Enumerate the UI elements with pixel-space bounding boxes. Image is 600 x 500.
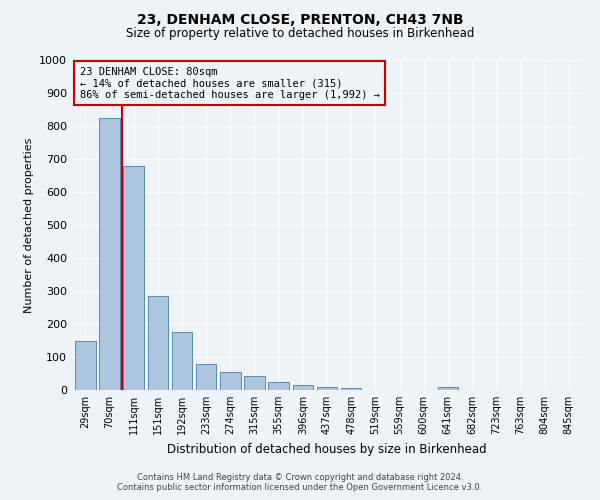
Bar (293, 385, 313, 390)
Bar (148, 296, 168, 390)
Bar (196, 364, 217, 390)
Bar (220, 372, 241, 390)
Bar (341, 388, 361, 390)
Text: 23, DENHAM CLOSE, PRENTON, CH43 7NB: 23, DENHAM CLOSE, PRENTON, CH43 7NB (137, 12, 463, 26)
Bar (268, 382, 289, 390)
Bar (172, 332, 192, 390)
Bar (317, 386, 337, 390)
X-axis label: Distribution of detached houses by size in Birkenhead: Distribution of detached houses by size … (167, 442, 487, 456)
Bar (75, 340, 95, 390)
Bar (437, 386, 458, 390)
Bar (244, 376, 265, 390)
Bar (124, 166, 144, 390)
Y-axis label: Number of detached properties: Number of detached properties (23, 138, 34, 312)
Bar (99, 118, 120, 390)
Text: Size of property relative to detached houses in Birkenhead: Size of property relative to detached ho… (126, 28, 474, 40)
Text: Contains HM Land Registry data © Crown copyright and database right 2024.: Contains HM Land Registry data © Crown c… (137, 472, 463, 482)
Text: Contains public sector information licensed under the Open Government Licence v3: Contains public sector information licen… (118, 484, 482, 492)
Text: 23 DENHAM CLOSE: 80sqm
← 14% of detached houses are smaller (315)
86% of semi-de: 23 DENHAM CLOSE: 80sqm ← 14% of detached… (80, 66, 380, 100)
